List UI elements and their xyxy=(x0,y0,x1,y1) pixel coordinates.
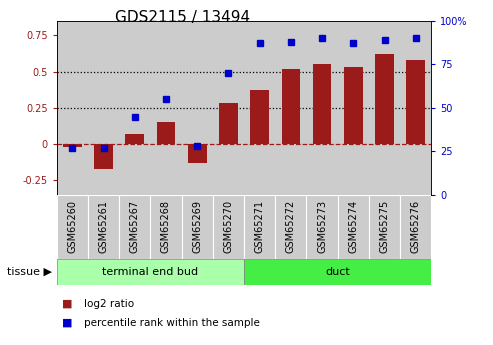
Bar xyxy=(119,21,150,195)
Bar xyxy=(400,21,431,195)
Bar xyxy=(125,134,144,144)
Bar xyxy=(88,195,119,259)
Bar xyxy=(157,122,176,144)
Bar xyxy=(94,144,113,169)
Bar xyxy=(213,195,244,259)
Bar xyxy=(250,90,269,144)
Bar xyxy=(375,54,394,144)
Bar xyxy=(282,69,300,144)
Bar xyxy=(369,195,400,259)
Bar xyxy=(275,195,307,259)
Bar xyxy=(181,195,213,259)
Bar xyxy=(213,21,244,195)
Bar xyxy=(88,21,119,195)
Text: percentile rank within the sample: percentile rank within the sample xyxy=(84,318,260,327)
Text: GSM65272: GSM65272 xyxy=(286,200,296,254)
Bar xyxy=(344,67,363,144)
Bar xyxy=(219,104,238,144)
Text: terminal end bud: terminal end bud xyxy=(103,267,198,277)
Text: GSM65271: GSM65271 xyxy=(255,200,265,253)
Text: tissue ▶: tissue ▶ xyxy=(7,267,52,277)
Text: GSM65269: GSM65269 xyxy=(192,200,202,253)
Bar xyxy=(307,21,338,195)
Text: duct: duct xyxy=(325,267,350,277)
Bar xyxy=(188,144,207,163)
Text: ■: ■ xyxy=(62,299,72,308)
Bar xyxy=(119,195,150,259)
Text: GDS2115 / 13494: GDS2115 / 13494 xyxy=(115,10,250,25)
Bar xyxy=(181,21,213,195)
Text: GSM65267: GSM65267 xyxy=(130,200,140,253)
Bar xyxy=(57,21,88,195)
Text: GSM65275: GSM65275 xyxy=(380,200,389,254)
Text: GSM65274: GSM65274 xyxy=(349,200,358,253)
Text: GSM65261: GSM65261 xyxy=(99,200,108,253)
Text: ■: ■ xyxy=(62,318,72,327)
Bar xyxy=(244,195,275,259)
Bar xyxy=(313,64,331,144)
Bar xyxy=(338,21,369,195)
Text: GSM65273: GSM65273 xyxy=(317,200,327,253)
Bar xyxy=(150,21,181,195)
Bar xyxy=(369,21,400,195)
Text: GSM65260: GSM65260 xyxy=(68,200,77,253)
Text: GSM65276: GSM65276 xyxy=(411,200,421,253)
Bar xyxy=(338,195,369,259)
Text: GSM65270: GSM65270 xyxy=(223,200,233,253)
Bar xyxy=(244,259,431,285)
Bar xyxy=(400,195,431,259)
Bar xyxy=(244,21,275,195)
Bar xyxy=(150,195,181,259)
Bar xyxy=(275,21,307,195)
Text: log2 ratio: log2 ratio xyxy=(84,299,134,308)
Bar xyxy=(406,60,425,144)
Bar xyxy=(57,195,88,259)
Bar xyxy=(307,195,338,259)
Bar xyxy=(57,259,244,285)
Bar xyxy=(63,144,82,147)
Text: GSM65268: GSM65268 xyxy=(161,200,171,253)
